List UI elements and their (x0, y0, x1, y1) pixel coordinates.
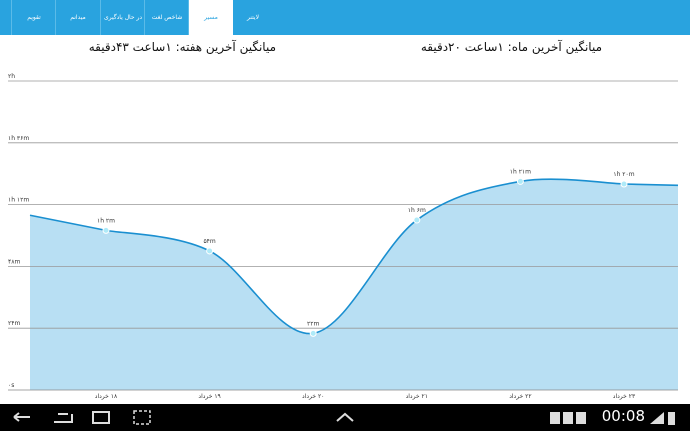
x-tick-label: ۲۳ خرداد (613, 393, 636, 400)
value-label: ۱h ۲m (97, 217, 115, 224)
value-label: ۱h ۶m (408, 207, 426, 214)
x-tick-label: ۲۰ خرداد (302, 393, 324, 400)
point (620, 180, 628, 188)
value-label: ۵۴m (203, 238, 215, 245)
point (413, 216, 421, 224)
x-tick-label: ۲۱ خرداد (406, 393, 428, 400)
tab-bar: لایتنر مسیر شاخص لغت در حال یادگیری میدانم تق… (0, 0, 690, 35)
value-label: ۲۲m (307, 320, 319, 327)
point (206, 247, 214, 255)
y-tick-label: ۱h ۳۶m (8, 135, 29, 142)
y-tick-label: ۲۴m (8, 320, 20, 327)
series-line (105, 178, 625, 335)
tab[interactable]: در حال یادگیری (100, 0, 145, 35)
x-tick-label: ۱۸ خرداد (95, 393, 118, 400)
nav-icons (13, 410, 675, 425)
point (309, 329, 317, 337)
week-average: میانگین آخرین هفته: ۱ساعت ۴۳دقیقه (88, 40, 276, 54)
month-average: میانگین آخرین ماه: ۱ساعت ۲۰دقیقه (420, 40, 602, 54)
tab[interactable]: مسیر (188, 0, 233, 35)
point (102, 226, 110, 234)
y-tick-label: ۲h (8, 73, 15, 80)
tab[interactable]: میدانم (55, 0, 100, 35)
line-extension (29, 214, 107, 232)
y-tick-label: ۱h ۱۲m (8, 197, 29, 204)
tab[interactable]: تقویم (11, 0, 56, 35)
line-extension (623, 183, 679, 187)
value-label: ۱h ۲۰m (613, 171, 634, 178)
y-tick-label: ۴۸m (8, 258, 20, 265)
tab[interactable]: شاخص لغت (144, 0, 189, 35)
clock: 00:08 (601, 407, 645, 425)
x-tick-label: ۱۹ خرداد (198, 393, 220, 400)
area-fill (30, 179, 678, 390)
x-tick-label: ۲۲ خرداد (509, 393, 531, 400)
nav-bar: 00:08 (0, 404, 690, 431)
y-tick-label: ۰s (8, 382, 14, 389)
chart: ۰s ۲۴m ۴۸m ۱h ۱۲m ۱h ۳۶m ۲h ۱h ۲m ۱۸ خرداد ۵۴m ۱۹… (8, 73, 679, 400)
point (516, 177, 524, 185)
value-label: ۱h ۲۱m (510, 168, 531, 175)
